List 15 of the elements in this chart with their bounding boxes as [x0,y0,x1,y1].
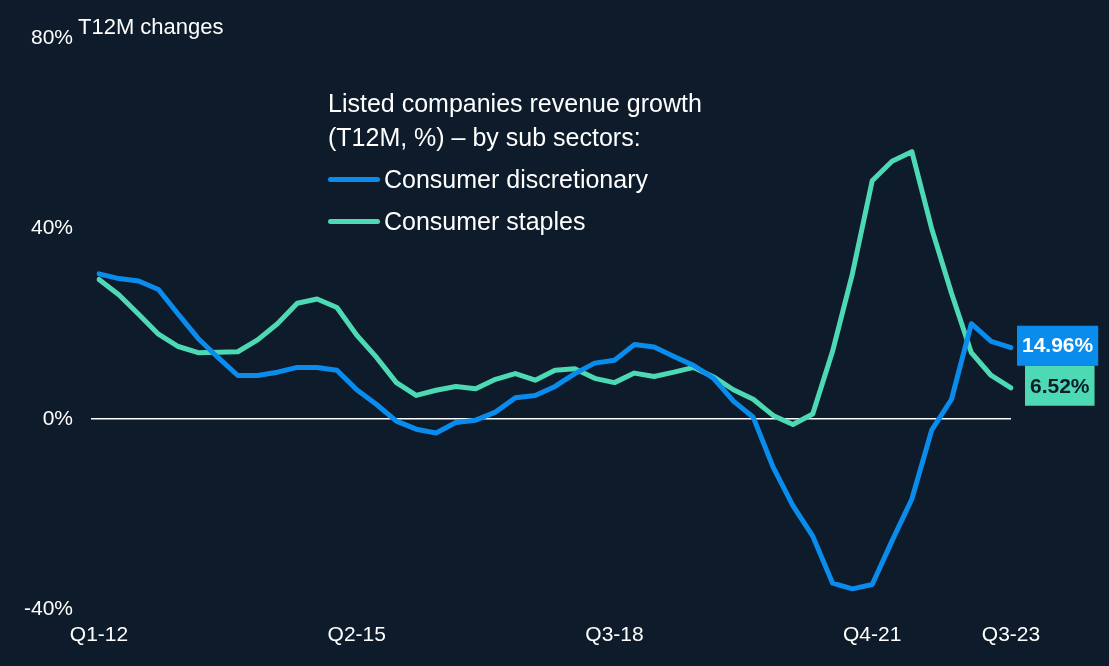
x-tick-label: Q4-21 [843,622,902,646]
y-axis-title: T12M changes [78,14,224,40]
x-tick-label: Q2-15 [327,622,386,646]
x-tick-label: Q3-18 [585,622,644,646]
y-tick-label: 0% [42,405,73,429]
x-tick-label: Q3-23 [981,622,1041,646]
data-label: 6.52% [1030,373,1090,397]
legend-label: Consumer discretionary [384,164,648,195]
legend-label: Consumer staples [384,206,586,237]
y-tick-label: -40% [23,595,73,619]
legend-title: Listed companies revenue growth (T12M, %) – by sub sectors: [328,88,703,153]
y-tick-label: 80% [30,25,73,49]
y-tick-label: 40% [30,215,73,239]
data-label: 14.96% [1022,333,1094,357]
x-tick-label: Q1-12 [69,622,129,646]
